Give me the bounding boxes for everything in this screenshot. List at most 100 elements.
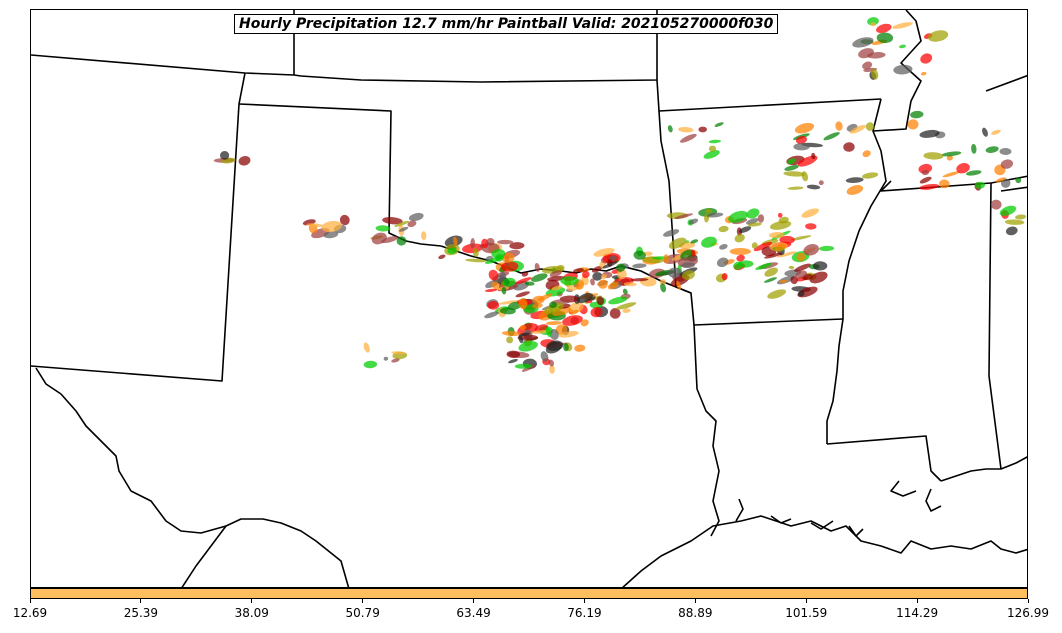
precip-blob [809,271,828,284]
precip-blob [633,250,646,260]
nebraska-south-border [31,10,658,83]
precip-blob [622,308,631,313]
precip-blob [923,152,944,160]
precip-blob [946,155,953,161]
precip-blob [363,360,378,369]
precip-blob [1005,226,1018,236]
precip-blob [555,324,568,335]
precip-blob [705,208,713,214]
colorbar-tick [583,599,585,603]
precip-blob [391,351,406,355]
precip-blob [777,212,783,218]
precip-blob [487,300,500,310]
precip-blob [501,252,515,263]
precip-blob [708,145,717,152]
precip-blob [382,217,403,225]
precip-blob [739,226,752,233]
precip-blob [845,177,864,183]
precip-blob [783,171,806,177]
precip-blob [806,184,821,190]
precip-blob [509,242,525,250]
precip-blob [394,220,410,227]
precip-blob [574,344,586,352]
precip-blob [560,276,579,286]
precip-blob [939,179,950,189]
precip-blob [956,163,970,174]
precip-blob [220,150,230,160]
precip-blob [927,30,949,42]
kentucky-border [1000,186,1027,192]
colorbar-tick [473,599,475,603]
precip-blob [545,327,552,338]
precip-blob [663,254,670,264]
precip-blob [590,307,603,318]
mississippi-state-west [826,435,942,482]
precip-blob [793,142,810,151]
precip-blob [572,268,584,273]
precip-blob [532,295,545,305]
precip-blob [570,309,579,315]
colorbar [30,588,1028,599]
arkansas-louisiana [693,324,698,390]
precip-blob [608,296,628,305]
precip-blob [470,238,475,249]
precip-blob [501,286,507,295]
precip-blob [488,269,499,281]
precip-blob [787,186,804,190]
precip-blob [764,267,778,277]
colorbar-tick-label: 25.39 [123,606,159,620]
precip-blob [531,273,548,282]
precip-blob [907,119,919,130]
precip-blob [549,270,562,278]
precip-blob [870,22,876,27]
louisiana-coast-detail [735,498,864,537]
precip-blob [995,177,1006,183]
precip-blob [623,282,637,287]
precip-blob [942,171,961,178]
precip-blob [506,350,521,359]
precip-blob [514,363,533,369]
nm-border-lower [35,367,62,395]
precip-blob [499,300,519,305]
precip-blob [530,329,551,334]
precip-blob [734,233,745,243]
precip-blob [678,126,694,133]
precip-blob [719,244,728,250]
map-panel [30,9,1028,588]
precip-blob [763,277,778,283]
precip-blob [497,239,514,245]
precip-blob [865,122,875,131]
precip-blob [751,242,758,249]
precip-blob [420,231,427,241]
precip-blob [681,262,695,269]
precip-blob [453,236,458,246]
precip-blob [876,32,894,44]
precip-blob [407,220,417,228]
precip-blob [784,164,799,171]
precip-blob [321,220,343,233]
precip-blob [363,342,370,353]
precip-blob [408,212,424,222]
precip-blob [643,251,653,256]
precip-blob [1000,178,1011,188]
precip-blob [668,237,687,249]
precip-blob [736,254,745,262]
precip-blob [1004,219,1025,225]
new-mexico-border [31,72,246,382]
precip-blob [484,288,498,293]
precip-blob [779,279,788,284]
precip-blob [518,335,524,344]
precip-blob [698,126,707,133]
precip-blob [966,170,982,176]
precip-blob [447,247,457,255]
precip-blob [391,358,400,363]
precip-blob [990,199,1002,210]
precipitation-paintball-layer [213,17,1027,374]
precip-blob [861,172,879,179]
precip-blob [835,121,843,131]
precip-blob [795,135,808,145]
precip-blob [607,281,619,290]
colorbar-tick [1027,599,1029,603]
precip-blob [1015,177,1022,184]
rio-grande [60,393,350,587]
